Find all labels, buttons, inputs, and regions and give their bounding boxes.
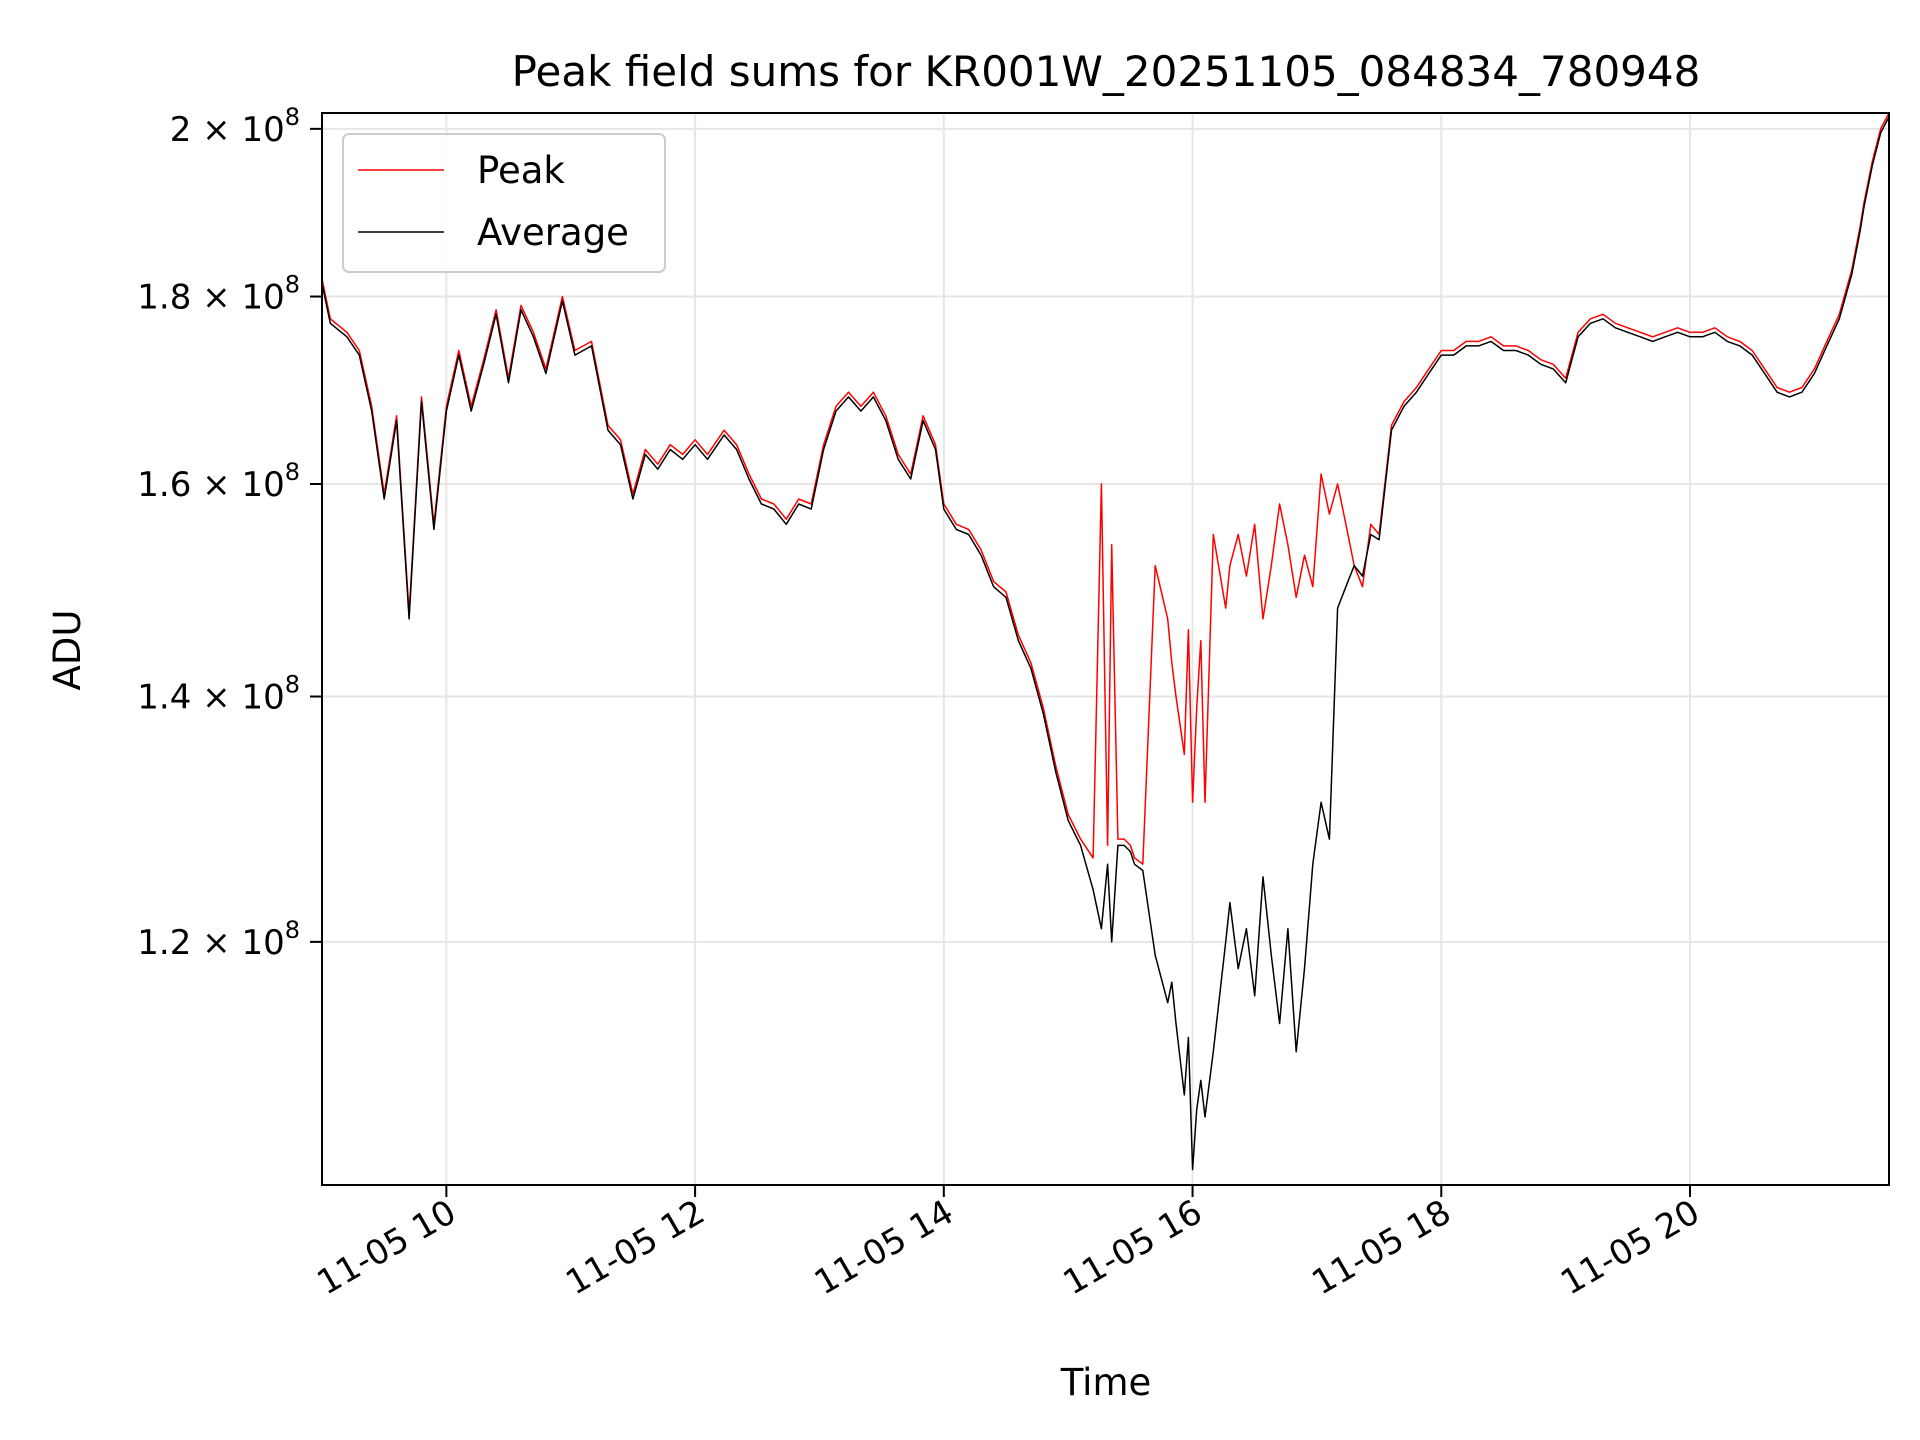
legend-label-average: Average <box>477 211 629 254</box>
x-grid <box>445 113 1692 1185</box>
legend-box <box>342 133 666 273</box>
y-axis-label: ADU <box>46 610 89 691</box>
x-tick-label: 11-05 20 <box>1554 1192 1706 1303</box>
x-tick-label: 11-05 16 <box>1057 1192 1209 1303</box>
y-tick-label: 1.4 × 108 <box>137 671 300 718</box>
y-tick-label: 2 × 108 <box>170 103 300 150</box>
y-axis-ticks: 1.2 × 108 1.4 × 108 1.6 × 108 1.8 × 108 2 × … <box>137 103 322 963</box>
y-grid <box>322 127 1889 943</box>
x-tick-label: 11-05 12 <box>559 1192 711 1303</box>
series-line-average <box>321 116 1890 1171</box>
y-tick-label: 1.2 × 108 <box>137 916 300 963</box>
x-axis-ticks: 11-05 10 11-05 12 11-05 14 11-05 16 11-05 18… <box>310 1185 1707 1303</box>
legend-label-peak: Peak <box>477 149 565 192</box>
y-tick-label: 1.8 × 108 <box>137 271 300 318</box>
legend: Peak Average <box>342 133 666 273</box>
x-tick-label: 11-05 14 <box>808 1192 960 1303</box>
plot-area-frame <box>321 112 1890 1186</box>
chart-title: Peak field sums for KR001W_20251105_0848… <box>512 47 1701 96</box>
series-line-peak <box>321 112 1890 865</box>
y-tick-label: 1.6 × 108 <box>137 458 300 505</box>
x-tick-label: 11-05 18 <box>1305 1192 1457 1303</box>
x-tick-label: 11-05 10 <box>310 1192 462 1303</box>
plot-lines <box>321 112 1890 1171</box>
x-axis-label: Time <box>1060 1361 1152 1404</box>
